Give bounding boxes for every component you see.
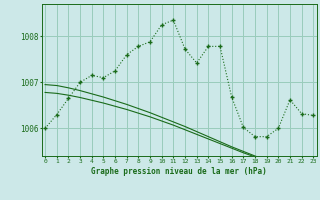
X-axis label: Graphe pression niveau de la mer (hPa): Graphe pression niveau de la mer (hPa) (91, 167, 267, 176)
